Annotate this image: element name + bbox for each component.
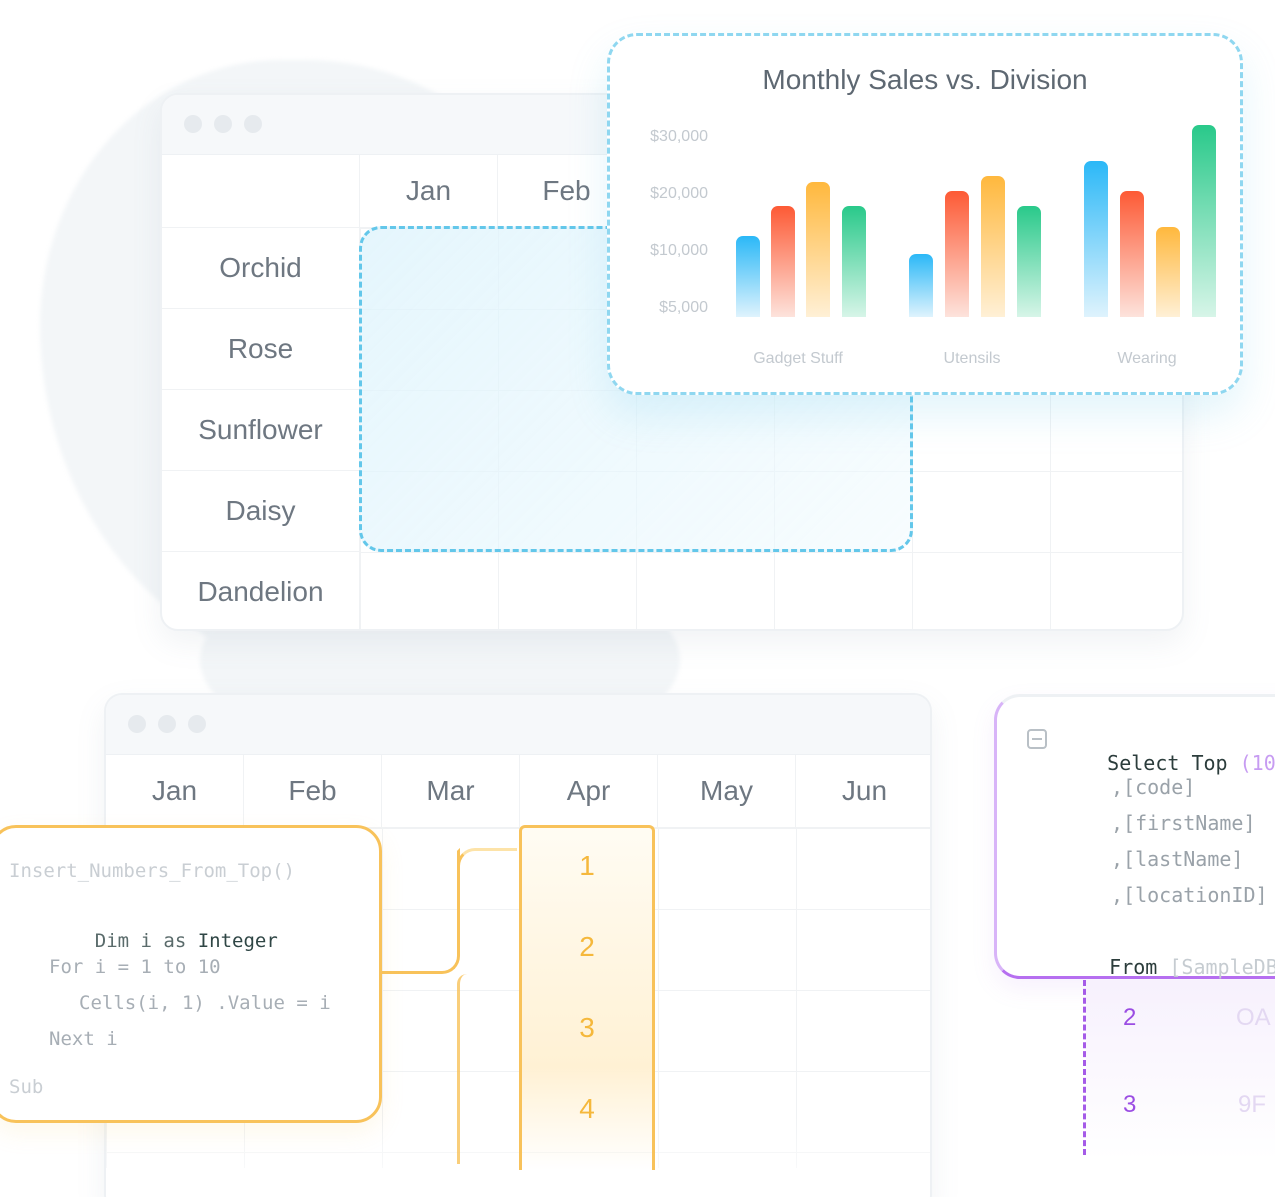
bar-utensils-series3[interactable] xyxy=(981,176,1005,317)
row-label-daisy[interactable]: Daisy xyxy=(162,471,360,552)
chart-card: Monthly Sales vs. Division $30,000 $20,0… xyxy=(607,33,1243,395)
window-control-dot[interactable] xyxy=(244,115,262,133)
sql-line: ,[locationID] xyxy=(1111,883,1268,907)
window-titlebar xyxy=(106,695,930,755)
bar-wearing-series2[interactable] xyxy=(1120,191,1144,317)
purple-selection-line xyxy=(1083,980,1086,1155)
result-code[interactable]: 9F xyxy=(1238,1091,1267,1118)
bar-gadget-series4[interactable] xyxy=(842,206,866,317)
column-header-mar[interactable]: Mar xyxy=(382,755,520,828)
connector-line xyxy=(380,848,460,974)
code-line: Next i xyxy=(49,1028,118,1050)
bar-gadget-series3[interactable] xyxy=(806,182,830,317)
x-category-label: Utensils xyxy=(943,350,1001,367)
sql-code-panel: Select Top (1000) ,[code] ,[firstName] ,… xyxy=(994,694,1275,979)
vba-code-panel: Insert_Numbers_From_Top() Dim i as Integ… xyxy=(0,825,382,1123)
y-tick-label: $20,000 xyxy=(650,185,708,202)
bar-utensils-series2[interactable] xyxy=(945,191,969,317)
code-line: For i = 1 to 10 xyxy=(49,956,221,978)
code-keyword: Dim i as xyxy=(94,930,198,952)
apr-column-selection[interactable]: 1 2 3 4 xyxy=(519,825,655,1170)
x-category-label: Gadget Stuff xyxy=(753,350,843,367)
column-header-apr[interactable]: Apr xyxy=(520,755,658,828)
code-line: Cells(i, 1) .Value = i xyxy=(79,992,331,1014)
bar-gadget-series1[interactable] xyxy=(736,236,760,317)
sql-line: From [SampleDB].[ xyxy=(1061,931,1275,1003)
row-label-orchid[interactable]: Orchid xyxy=(162,228,360,309)
bottom-fade xyxy=(106,1115,930,1197)
result-code[interactable]: OA xyxy=(1236,1004,1271,1031)
y-tick-label: $10,000 xyxy=(650,242,708,259)
column-header-may[interactable]: May xyxy=(658,755,796,828)
bar-wearing-series3[interactable] xyxy=(1156,227,1180,317)
bar-gadget-series2[interactable] xyxy=(771,206,795,317)
cell-value[interactable]: 2 xyxy=(579,931,595,962)
y-tick-label: $30,000 xyxy=(650,128,708,145)
column-header-jun[interactable]: Jun xyxy=(796,755,930,828)
corner-cell xyxy=(162,155,360,228)
sql-line: ,[firstName] xyxy=(1111,811,1256,835)
window-control-dot[interactable] xyxy=(128,715,146,733)
sql-table: [SampleDB].[ xyxy=(1169,955,1275,979)
sql-results-background xyxy=(1086,980,1275,1160)
result-row-number[interactable]: 3 xyxy=(1123,1091,1137,1118)
result-row-number[interactable]: 2 xyxy=(1123,1004,1137,1031)
sql-keyword: From xyxy=(1109,955,1170,979)
cell-value[interactable]: 1 xyxy=(579,850,595,881)
column-header-feb[interactable]: Feb xyxy=(244,755,382,828)
sql-line: ,[lastName] xyxy=(1111,847,1244,871)
cell-value[interactable]: 3 xyxy=(579,1012,595,1043)
x-category-label: Wearing xyxy=(1117,350,1177,367)
window-control-dot[interactable] xyxy=(214,115,232,133)
y-tick-label: $5,000 xyxy=(659,299,708,316)
bar-wearing-series4[interactable] xyxy=(1192,125,1216,317)
sql-number: (1000) xyxy=(1239,751,1275,775)
sql-line: Select Top (1000) xyxy=(1059,727,1275,799)
row-label-rose[interactable]: Rose xyxy=(162,309,360,390)
code-line: Insert_Numbers_From_Top() xyxy=(9,860,295,882)
code-line: Dim i as Integer xyxy=(49,908,278,974)
window-control-dot[interactable] xyxy=(184,115,202,133)
row-label-dandelion[interactable]: Dandelion xyxy=(162,552,360,629)
connector-line xyxy=(457,848,517,888)
bar-utensils-series4[interactable] xyxy=(1017,206,1041,317)
column-header-jan[interactable]: Jan xyxy=(106,755,244,828)
code-line: Sub xyxy=(9,1076,44,1098)
cell-value[interactable]: 4 xyxy=(579,1093,595,1124)
column-header-jan[interactable]: Jan xyxy=(360,155,498,228)
code-type: Integer xyxy=(197,930,278,952)
window-control-dot[interactable] xyxy=(188,715,206,733)
bar-utensils-series1[interactable] xyxy=(909,254,933,317)
row-label-sunflower[interactable]: Sunflower xyxy=(162,390,360,471)
window-control-dot[interactable] xyxy=(158,715,176,733)
collapse-icon[interactable] xyxy=(1027,729,1047,749)
chart-title: Monthly Sales vs. Division xyxy=(762,64,1088,95)
sql-line: ,[code] xyxy=(1111,775,1196,799)
bar-wearing-series1[interactable] xyxy=(1084,161,1108,317)
connector-line xyxy=(457,974,467,1164)
sql-keyword: Select Top xyxy=(1107,751,1240,775)
